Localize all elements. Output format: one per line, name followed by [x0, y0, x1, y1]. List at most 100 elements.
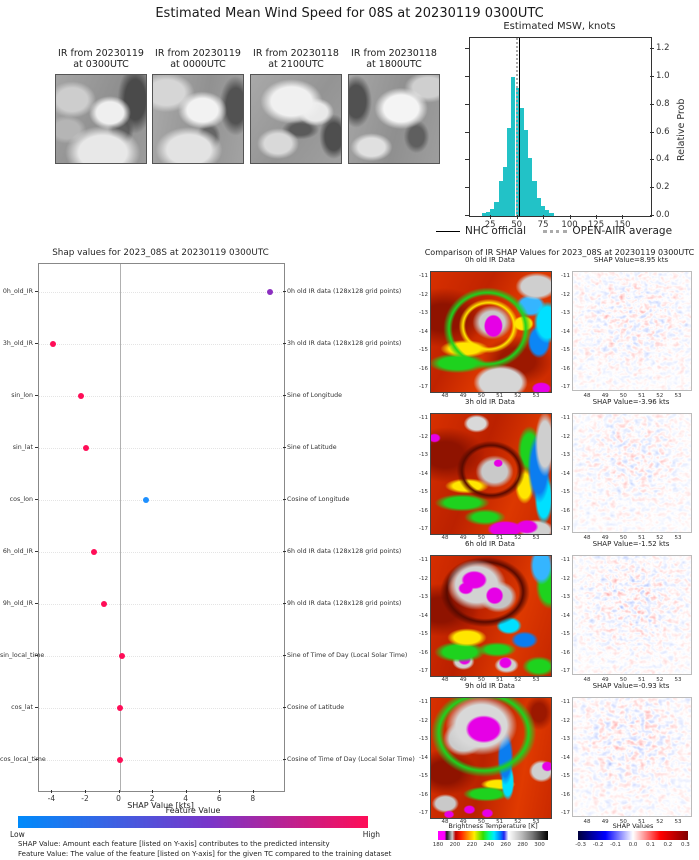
map-lon-tick-label: 49 — [601, 677, 609, 683]
shap-dot — [77, 393, 84, 399]
feature-tick-left — [35, 707, 38, 708]
map-lat-tick-label: -14 — [419, 328, 428, 335]
map-lat-tick-label: -13 — [561, 452, 570, 458]
shap-dot — [266, 289, 273, 295]
x-axis-tick — [252, 790, 254, 793]
map-lon-tick-label: 52 — [514, 393, 522, 399]
histogram-legend: NHC official OPEN-AIIR average — [436, 225, 698, 237]
y-axis-tick-label: 1.2 — [656, 43, 670, 54]
y-axis-tick-label: 0.0 — [656, 210, 670, 220]
feature-value-colorbar — [18, 816, 368, 828]
map-lat-tick-label: -17 — [419, 526, 428, 532]
shap-value-map — [572, 271, 692, 391]
dotted-line-swatch — [543, 229, 568, 233]
map-lat-tick-label: -12 — [419, 433, 428, 440]
ir-thumbnail-0h: IR from 20230119 at 0300UTC — [55, 48, 147, 164]
map-lat-tick-label: -17 — [561, 384, 570, 390]
ir-satellite-image — [250, 74, 342, 164]
feature-tick-left — [35, 655, 38, 656]
map-lat-tick-label: -12 — [419, 575, 428, 582]
x-axis-tick — [51, 790, 53, 793]
map-lat-tick-label: -15 — [561, 347, 570, 353]
feature-tick-right — [283, 395, 286, 396]
feature-name-label: cos_local_time — [0, 756, 46, 763]
ir-thumbnail-caption: IR from 20230118 at 2100UTC — [250, 48, 342, 72]
map-lon-tick-label: 49 — [601, 393, 609, 399]
legend-label: NHC official — [465, 225, 527, 237]
shap-values-colorbar-title: SHAP Values — [612, 822, 654, 830]
x-axis-tick-label: 2 — [149, 794, 155, 803]
map-lon-tick-label: 49 — [601, 535, 609, 541]
map-lon-tick-label: 48 — [583, 819, 591, 825]
shap-dot — [119, 653, 126, 659]
hist-bar — [528, 157, 533, 216]
shap-map-title: SHAP Value=8.95 kts — [593, 256, 669, 264]
noise-fade-overlay — [573, 556, 691, 674]
map-lon-tick-label: 52 — [656, 819, 664, 825]
map-lat-tick-label: -14 — [419, 470, 428, 477]
map-lon-tick-label: 49 — [459, 535, 467, 541]
hist-bar — [519, 107, 524, 216]
hist-vline-solid — [518, 38, 520, 216]
shap-map-title: SHAP Value=-1.52 kts — [592, 540, 670, 548]
x-axis-tick — [152, 790, 154, 793]
map-lat-tick-label: -11 — [561, 415, 570, 421]
map-lat-tick-label: -16 — [561, 649, 570, 656]
legend-item-openaiir: OPEN-AIIR average — [543, 225, 672, 237]
feature-description-label: 3h old IR data (128x128 grid points) — [287, 340, 402, 347]
x-axis-tick-label: 100 — [561, 220, 578, 230]
map-lon-tick-label: 48 — [441, 535, 449, 541]
y-axis-tick-mirror — [465, 215, 469, 216]
map-lon-tick-label: 52 — [656, 393, 664, 399]
y-axis-tick-mirror — [465, 131, 469, 133]
shap-map-title: SHAP Value=-3.96 kts — [592, 398, 670, 406]
histogram-title: Estimated MSW, knots — [503, 21, 616, 32]
map-lat-tick-label: -16 — [419, 365, 428, 372]
map-lon-tick-label: 49 — [601, 819, 609, 825]
y-axis-tick-label: 0.2 — [656, 182, 670, 193]
map-lat-tick-label: -15 — [561, 631, 570, 637]
map-lon-tick-label: 52 — [514, 535, 522, 541]
feature-tick-left — [35, 499, 38, 500]
shap-dot — [91, 549, 98, 555]
shap-plot-title: Shap values for 2023_08S at 20230119 030… — [52, 248, 269, 258]
map-lon-tick-label: 49 — [459, 677, 467, 683]
comparison-row-0h: 0h old IR Data SHAP Value=8.95 kts -11 -1… — [416, 252, 696, 399]
map-lon-tick-label: 53 — [674, 535, 682, 541]
map-lat-tick-label: -11 — [561, 699, 570, 705]
map-lon-tick-label: 52 — [514, 819, 522, 825]
map-lon-tick-label: 48 — [441, 677, 449, 683]
ir-thumbnail-6h: IR from 20230118 at 2100UTC — [250, 48, 342, 164]
hist-bar — [490, 209, 495, 216]
map-lon-tick-label: 51 — [638, 819, 646, 825]
brightness-temp-colorbar — [438, 831, 548, 840]
feature-gridline — [39, 396, 284, 397]
map-lat-tick-label: -16 — [561, 507, 570, 514]
shap-colorbar-tick-label: -0.3 — [575, 842, 586, 848]
map-lat-tick-label: -11 — [419, 699, 428, 705]
caption-line1: IR from 20230119 — [58, 48, 144, 59]
hist-bar — [485, 211, 491, 216]
hist-bar — [502, 167, 508, 216]
ir-satellite-image — [348, 74, 440, 164]
ir-map-title: 6h old IR Data — [465, 540, 515, 548]
feature-name-label: 3h_old_IR — [2, 340, 33, 347]
feature-gridline — [39, 760, 284, 761]
feature-gridline — [39, 604, 284, 605]
shap-value-map — [572, 413, 692, 533]
shap-dot — [100, 601, 107, 607]
x-axis-tick-label: 75 — [537, 220, 549, 230]
shap-colorbar-tick-label: -0.1 — [610, 842, 621, 848]
y-axis-tick-mirror — [465, 48, 469, 50]
x-axis-tick-label: 0 — [116, 794, 121, 803]
map-lat-tick-label: -11 — [561, 557, 570, 563]
caption-line1: IR from 20230118 — [351, 48, 437, 59]
y-axis-tick-label: 0.4 — [656, 154, 670, 165]
map-lat-tick-label: -13 — [561, 594, 570, 600]
map-lon-tick-label: 53 — [674, 677, 682, 683]
feature-name-label: sin_lat — [12, 444, 33, 451]
map-lat-tick-label: -14 — [561, 612, 570, 619]
hist-bar — [498, 181, 503, 216]
map-lon-tick-label: 52 — [514, 677, 522, 683]
shap-dot — [143, 497, 150, 503]
